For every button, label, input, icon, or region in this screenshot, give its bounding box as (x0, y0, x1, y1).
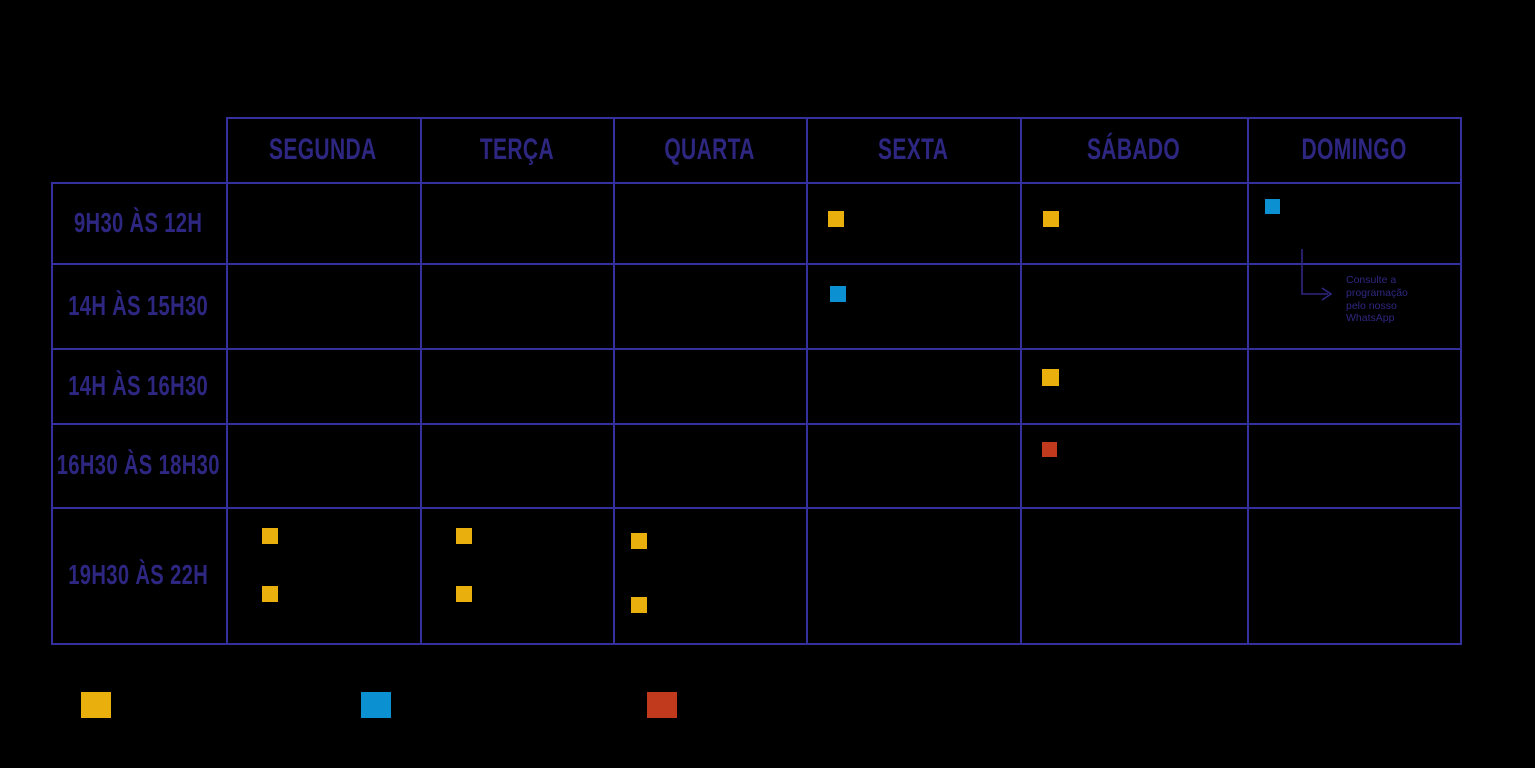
event-marker (1043, 211, 1059, 227)
time-slot-label-4: 19H30 ÀS 22H (51, 507, 226, 643)
grid-line (51, 348, 1462, 350)
event-marker (262, 586, 278, 602)
day-header-domingo: DOMINGO (1247, 117, 1462, 182)
day-header-sabado: SÁBADO (1020, 117, 1247, 182)
event-marker (631, 597, 647, 613)
day-header-label: TERÇA (479, 132, 554, 166)
grid-line (1020, 117, 1022, 645)
day-header-terca: TERÇA (420, 117, 613, 182)
time-slot-text: 16H30 ÀS 18H30 (56, 449, 221, 480)
time-slot-label-2: 14H ÀS 16H30 (51, 348, 226, 423)
arrow-connector (1301, 249, 1333, 301)
grid-line (51, 263, 1462, 265)
grid-line (51, 507, 1462, 509)
grid-line (51, 423, 1462, 425)
day-header-label: QUARTA (664, 132, 755, 166)
day-header-quarta: QUARTA (613, 117, 806, 182)
event-marker (828, 211, 844, 227)
whatsapp-note: Consulte a programação pelo nosso WhatsA… (1346, 274, 1408, 325)
grid-line (420, 117, 422, 645)
grid-line (613, 117, 615, 645)
grid-line (51, 643, 1462, 645)
day-header-label: DOMINGO (1301, 132, 1408, 166)
event-marker (830, 286, 846, 302)
grid-line (806, 117, 808, 645)
grid-line (51, 182, 53, 645)
day-header-sexta: SEXTA (806, 117, 1020, 182)
time-slot-text: 9H30 ÀS 12H (74, 206, 203, 238)
legend-swatch-blue (361, 692, 391, 718)
event-marker (1042, 369, 1059, 386)
grid-line (1460, 117, 1462, 645)
event-marker (631, 533, 647, 549)
grid-line (226, 117, 228, 645)
legend-swatch-red (647, 692, 677, 718)
grid-line (226, 117, 1462, 119)
day-header-label: SEXTA (877, 132, 949, 166)
event-marker (456, 586, 472, 602)
event-marker (1042, 442, 1057, 457)
time-slot-label-0: 9H30 ÀS 12H (51, 182, 226, 263)
day-header-label: SEGUNDA (269, 132, 377, 166)
event-marker (1265, 199, 1280, 214)
legend-swatch-yellow (81, 692, 111, 718)
day-header-segunda: SEGUNDA (226, 117, 420, 182)
grid-line (1247, 117, 1249, 645)
time-slot-text: 14H ÀS 16H30 (68, 369, 209, 401)
day-header-label: SÁBADO (1086, 132, 1181, 166)
event-marker (456, 528, 472, 544)
time-slot-label-3: 16H30 ÀS 18H30 (51, 423, 226, 507)
grid-line (51, 182, 1462, 184)
time-slot-text: 19H30 ÀS 22H (68, 559, 209, 590)
event-marker (262, 528, 278, 544)
time-slot-text: 14H ÀS 15H30 (68, 289, 209, 321)
time-slot-label-1: 14H ÀS 15H30 (51, 263, 226, 348)
